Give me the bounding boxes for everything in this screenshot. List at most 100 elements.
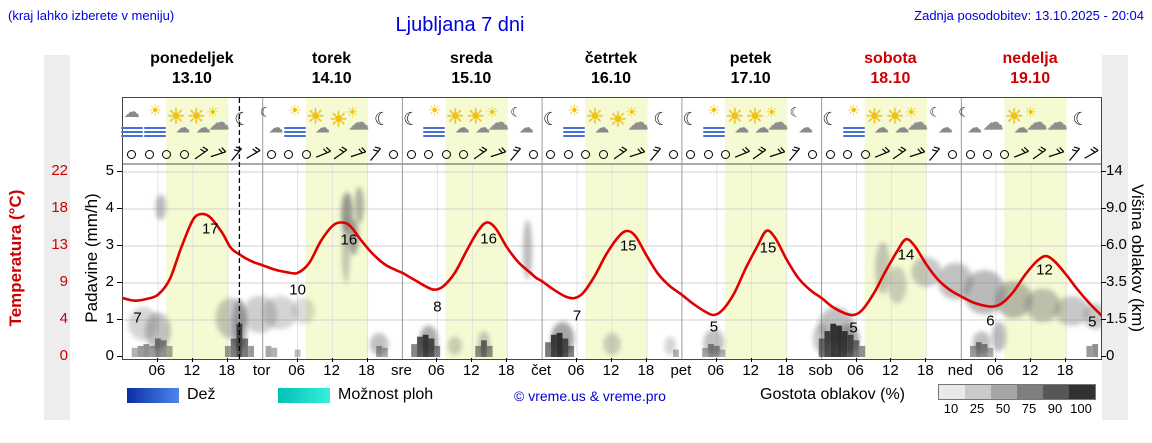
wind-barb-icon	[734, 145, 752, 163]
sun-cloud-icon: ☀ ☁	[445, 104, 470, 137]
calm-wind-icon	[979, 145, 997, 163]
calm-wind-icon	[385, 145, 403, 163]
x-tickmark	[750, 358, 752, 362]
wind-barb-icon	[490, 145, 508, 163]
x-tick-18: 18	[1056, 362, 1074, 379]
sun-cloud-icon: ☀ ☁	[166, 104, 191, 137]
cloud-density-swatch-10	[939, 385, 965, 399]
wind-barb-icon	[769, 145, 787, 163]
meteogram-plot	[123, 98, 1101, 359]
x-tick-18: 18	[358, 362, 375, 379]
calm-wind-icon	[158, 145, 176, 163]
sun-cloud-icon: ☀ ☁	[585, 104, 610, 137]
precip-tick-0: 0	[105, 347, 114, 364]
wind-barb-icon	[367, 145, 385, 163]
cloud-icon: ☁	[982, 110, 1004, 135]
moon-icon: ☾	[682, 108, 699, 130]
precip-tick-1: 1	[105, 310, 114, 327]
right-axis-tickmark	[1101, 356, 1106, 357]
cloud-height-tick-0: 0	[1106, 347, 1115, 364]
plot-canvas	[123, 98, 1101, 359]
fog-sun-icon: ☀	[279, 100, 311, 144]
day-name-petek: petek	[729, 50, 772, 67]
moon-icon: ☾	[403, 108, 420, 130]
x-tick-06: 06	[288, 362, 305, 379]
x-tickmark	[331, 358, 333, 362]
wind-barb-icon	[1013, 145, 1031, 163]
x-tickmark	[156, 358, 158, 362]
sun-cloud-icon: ☀ ☁	[864, 104, 889, 137]
right-axis-tickmark	[1101, 208, 1106, 209]
calm-wind-icon	[577, 145, 595, 163]
x-tick-06: 06	[148, 362, 166, 379]
day-date: 19.10	[1010, 70, 1051, 87]
calm-wind-icon	[594, 145, 612, 163]
cloud-density-value-10: 10	[943, 401, 959, 416]
right-axis-tickmark	[1101, 171, 1106, 172]
cloud-height-tick-3.5: 3.5	[1106, 273, 1127, 290]
cloud-height-tick-1.5: 1.5	[1106, 310, 1127, 327]
cloud-icon: ☁	[1046, 110, 1068, 135]
x-tickmark	[995, 358, 997, 362]
temperature-value-label: 15	[759, 239, 777, 257]
cloud-density-value-75: 75	[1021, 401, 1037, 416]
sun-cloud-icon: ☀ ☁	[885, 104, 910, 137]
temperature-value-label: 5	[1088, 313, 1097, 331]
fog-sun-icon: ☀	[838, 100, 870, 144]
wind-barb-icon	[629, 145, 647, 163]
day-date: 16.10	[590, 70, 632, 87]
precip-tick-3: 3	[105, 236, 114, 253]
temp-tick-0: 0	[59, 347, 68, 364]
x-tickmark	[191, 358, 193, 362]
cloud-density-value-25: 25	[969, 401, 985, 416]
moon-cloud-icon: ☾ ☁	[510, 105, 534, 137]
x-tick-06: 06	[567, 362, 585, 379]
moon-icon: ☾	[653, 108, 670, 130]
copyright-text: © vreme.us & vreme.pro	[514, 388, 666, 404]
cloud-density-scale	[938, 384, 1096, 400]
temperature-value-label: 7	[133, 309, 142, 327]
calm-wind-icon	[420, 145, 438, 163]
x-tickmark	[890, 358, 892, 362]
calm-wind-icon	[856, 145, 874, 163]
x-tick-06: 06	[428, 362, 445, 379]
cloud-density-scale-values: 10 25 50 75 90 100	[938, 401, 1094, 416]
page-title: Ljubljana 7 dni	[395, 14, 525, 36]
fog-sun-icon: ☀	[139, 100, 171, 144]
wind-barb-icon	[315, 145, 333, 163]
calm-wind-icon	[699, 145, 717, 163]
moon-cloud-icon: ☾ ☁	[958, 105, 982, 137]
day-date: 18.10	[870, 70, 911, 87]
calm-wind-icon	[821, 145, 839, 163]
x-tick-18: 18	[218, 362, 236, 379]
moon-icon: ☾	[1072, 108, 1089, 130]
temperature-value-label: 8	[433, 298, 442, 316]
day-date: 15.10	[451, 70, 492, 87]
cloud-density-swatch-75	[1017, 385, 1043, 399]
temperature-value-label: 14	[897, 246, 915, 264]
x-tickmark	[1030, 358, 1032, 362]
cloud-density-label: Gostota oblakov (%)	[760, 386, 905, 403]
left-axis-tickmark	[117, 319, 122, 320]
temperature-value-label: 5	[709, 318, 719, 336]
x-tickmark	[855, 358, 857, 362]
wind-barb-icon	[909, 145, 927, 163]
day-name-sreda: sreda	[449, 50, 493, 67]
cloud-height-tick-6.0: 6.0	[1106, 236, 1127, 253]
calm-wind-icon	[804, 145, 822, 163]
wind-barb-icon	[1083, 145, 1101, 163]
x-tickmark	[296, 358, 298, 362]
x-tickmark	[611, 358, 612, 362]
day-name-četrtek: četrtek	[584, 50, 638, 67]
wind-barb-icon	[1048, 145, 1066, 163]
x-tickmark	[576, 358, 578, 362]
calm-wind-icon	[717, 145, 735, 163]
right-axis-strip	[1102, 55, 1128, 420]
x-tick-12: 12	[1021, 362, 1039, 379]
left-axis-tickmark	[117, 208, 122, 209]
x-tick-tor: tor	[252, 362, 271, 379]
x-tickmark	[366, 358, 368, 362]
day-name-sobota: sobota	[864, 50, 917, 67]
temp-tick-9: 9	[59, 273, 68, 290]
fog-sun-icon: ☀	[418, 100, 450, 144]
